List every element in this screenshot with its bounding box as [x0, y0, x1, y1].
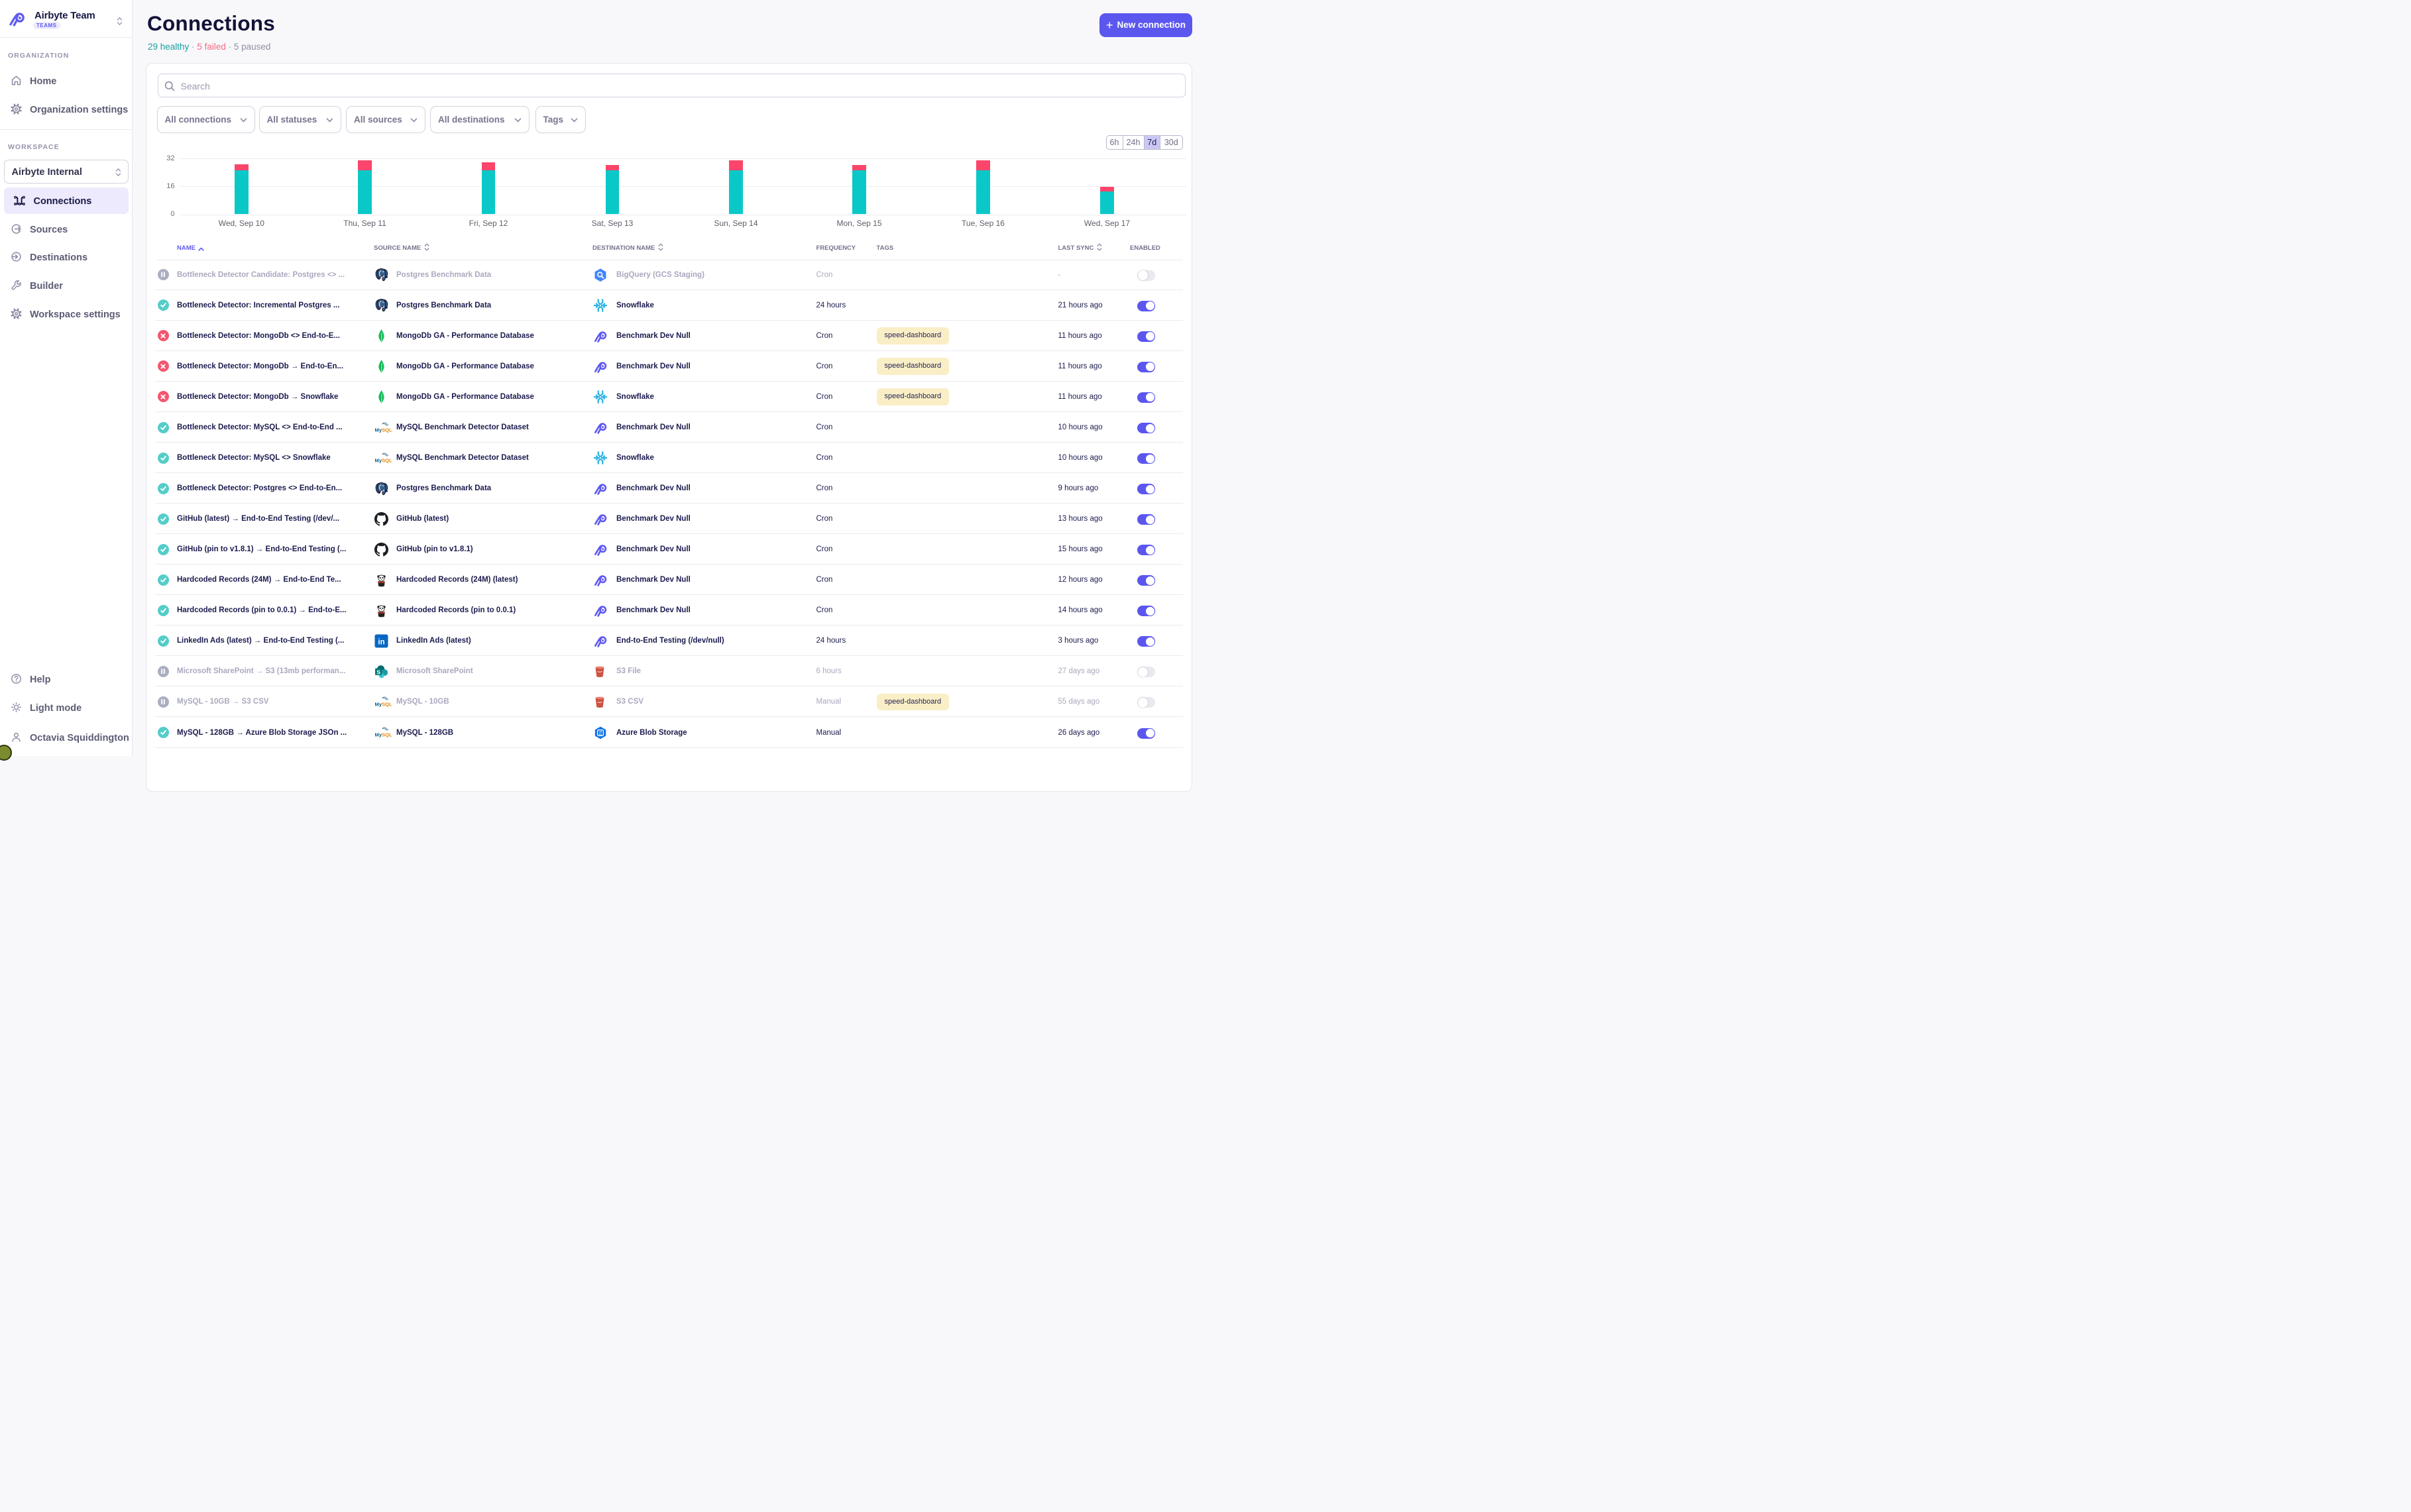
svg-text:MySQL.: MySQL. — [374, 732, 392, 738]
svg-text:S: S — [376, 669, 380, 675]
svg-text:MySQL.: MySQL. — [374, 427, 392, 433]
svg-text:01: 01 — [598, 732, 602, 735]
svg-text:10: 10 — [598, 729, 601, 733]
svg-text:MySQL.: MySQL. — [374, 701, 392, 707]
svg-text:MySQL.: MySQL. — [374, 457, 392, 463]
svg-text:in: in — [378, 638, 384, 646]
